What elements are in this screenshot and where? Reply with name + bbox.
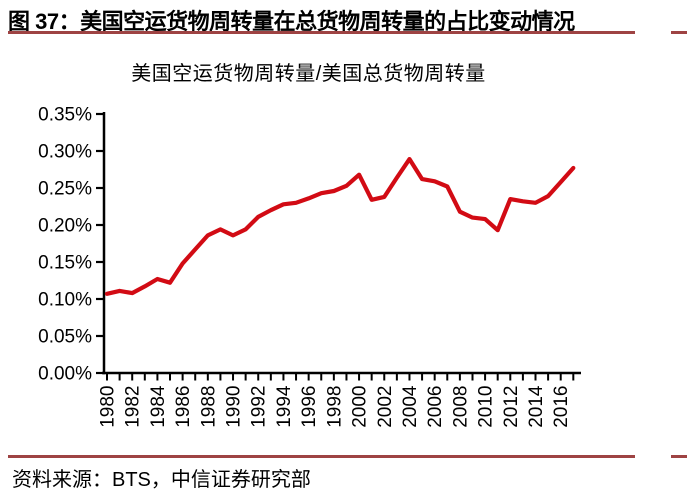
data-series-line [104, 157, 576, 296]
x-tick-label: 2000 [350, 386, 371, 428]
footer-rule-right-segment [671, 455, 687, 458]
x-tick-label: 1996 [299, 386, 320, 428]
x-tick-label: 1986 [173, 386, 194, 428]
y-tick-label: 0.35% [38, 105, 92, 126]
x-tick-label: 2016 [551, 386, 572, 428]
y-tick-label: 0.00% [38, 364, 92, 385]
x-tick-label: 2014 [526, 385, 547, 428]
x-tick-label: 1988 [198, 386, 219, 428]
y-tick-label: 0.20% [38, 216, 92, 237]
source-note: 资料来源：BTS，中信证券研究部 [12, 469, 311, 491]
y-tick-label: 0.30% [38, 142, 92, 163]
y-tick-label: 0.15% [38, 253, 92, 274]
chart-title: 美国空运货物周转量/美国总货物周转量 [131, 63, 486, 85]
x-tick-label: 1984 [148, 385, 169, 428]
x-tick-label: 2002 [375, 386, 396, 428]
header-rule [8, 31, 635, 34]
y-tick-label: 0.10% [38, 290, 92, 311]
x-tick-label: 2006 [425, 386, 446, 428]
y-tick-label: 0.25% [38, 179, 92, 200]
x-tick-label: 1994 [274, 385, 295, 428]
x-tick-label: 1992 [249, 386, 270, 428]
x-tick-label: 2010 [476, 386, 497, 428]
y-tick-label: 0.05% [38, 327, 92, 348]
x-tick-label: 2004 [400, 385, 421, 428]
x-tick-label: 2008 [450, 386, 471, 428]
x-tick-label: 1998 [324, 386, 345, 428]
header-rule-right-segment [671, 31, 687, 34]
x-tick-label: 2012 [501, 386, 522, 428]
footer-rule [8, 455, 635, 458]
x-tick-label: 1990 [224, 386, 245, 428]
x-tick-label: 1980 [98, 386, 119, 428]
figure-caption: 图 37：美国空运货物周转量在总货物周转量的占比变动情况 [8, 9, 575, 34]
x-tick-label: 1982 [123, 386, 144, 428]
